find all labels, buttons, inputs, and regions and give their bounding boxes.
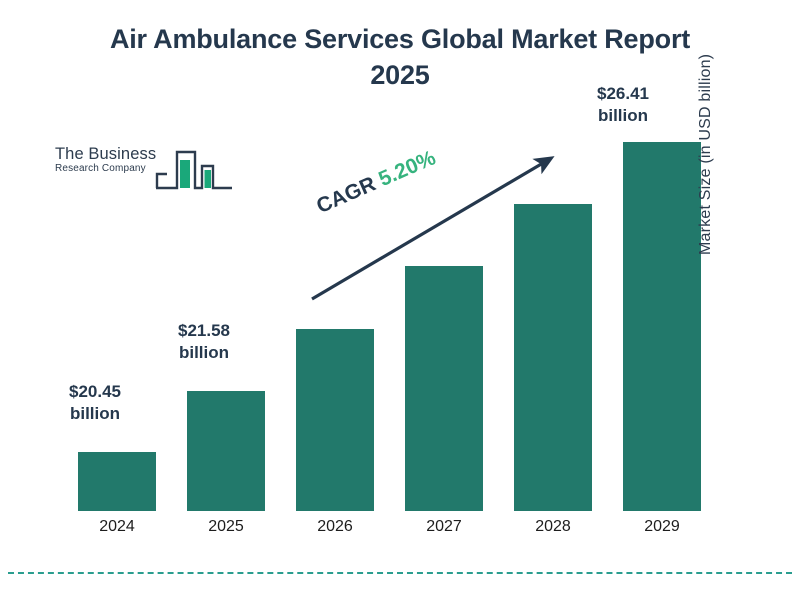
bar-2027[interactable] (405, 266, 483, 511)
bar-2025[interactable] (187, 391, 265, 511)
bar-value-amount: $26.41 (597, 84, 649, 103)
bar-value-label: $26.41 billion (568, 83, 678, 127)
bar-2029[interactable] (623, 142, 701, 511)
bar-value-unit: billion (69, 403, 121, 423)
logo-line-1: The Business (55, 145, 157, 163)
x-tick-2028: 2028 (535, 518, 571, 535)
bar-2026[interactable] (296, 329, 374, 511)
x-tick-2027: 2027 (426, 518, 462, 535)
logo-line-2: Research Company (55, 163, 146, 175)
bar-value-unit: billion (178, 342, 230, 362)
footer-divider (8, 572, 792, 574)
bar-value-label: $20.45 billion (40, 381, 150, 425)
page-title: Air Ambulance Services Global Market Rep… (109, 24, 691, 90)
bar-2024[interactable] (78, 452, 156, 511)
logo-text: The Business Research Company (55, 145, 173, 175)
x-tick-2026: 2026 (317, 518, 353, 535)
y-axis-title: Market Size (in USD billion) (697, 53, 714, 255)
x-tick-2029: 2029 (644, 518, 680, 535)
bar-chart-logo-mark (155, 150, 232, 190)
bar-value-label: $21.58 billion (149, 320, 259, 364)
x-tick-2025: 2025 (208, 518, 244, 535)
bar-value-amount: $20.45 (69, 382, 121, 401)
bar-2028[interactable] (514, 204, 592, 511)
x-tick-2024: 2024 (99, 518, 135, 535)
bar-value-amount: $21.58 (178, 321, 230, 340)
bar-value-unit: billion (597, 105, 649, 125)
company-logo: The Business Research Company (55, 138, 232, 200)
